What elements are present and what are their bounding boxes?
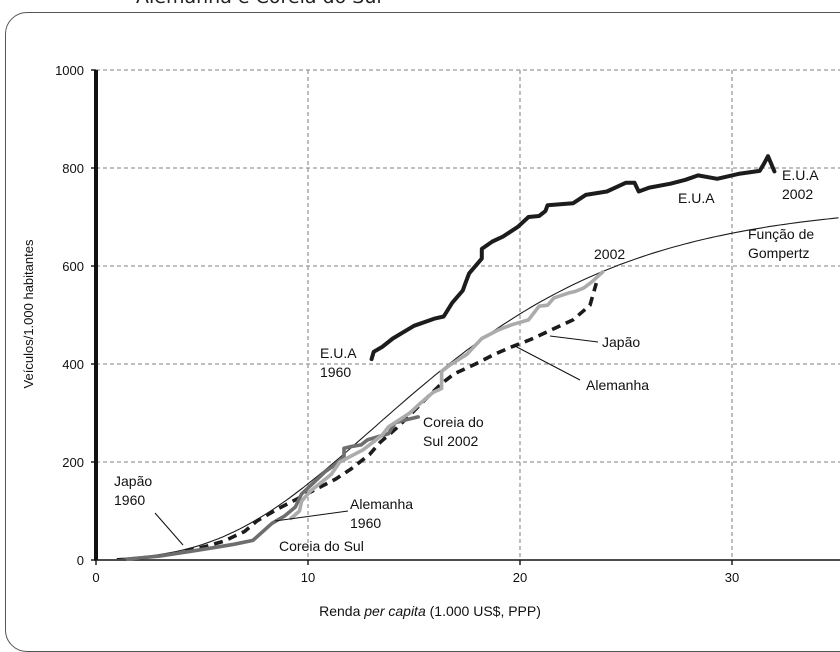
x-tick-label: 10 xyxy=(301,570,315,585)
leader-japao-1960 xyxy=(154,512,184,546)
x-tick-labels: 0 10 20 30 xyxy=(92,560,739,585)
annotation-usa-1960: E.U.A 1960 xyxy=(320,345,357,380)
series-line-jap-o xyxy=(289,270,605,521)
grid-lines xyxy=(96,69,840,560)
annotation-coreia-2002: Coreia do Sul 2002 xyxy=(423,414,484,449)
series-line-e-u-a xyxy=(369,154,777,362)
y-tick-labels: 0 200 400 600 800 1000 xyxy=(55,63,96,568)
x-axis-label: Renda per capita (1.000 US$, PPP) xyxy=(319,603,541,619)
annotation-2002: 2002 xyxy=(594,246,625,262)
leader-alemanha xyxy=(512,344,581,381)
annotation-japao-1960: Japão 1960 xyxy=(114,473,152,508)
axes xyxy=(94,70,840,561)
figure-title: Alemanha e Coreia do Sul xyxy=(0,0,840,8)
y-tick-label: 800 xyxy=(62,161,84,176)
annotation-usa-2002: E.U.A 2002 xyxy=(782,167,819,202)
series-line-fun-o-de-gompertz xyxy=(116,217,839,560)
series-line-alemanha xyxy=(184,282,599,553)
series-line-coreia-do-sul xyxy=(126,415,420,561)
leader-alemanha-1960 xyxy=(274,510,349,522)
annotation-alemanha: Alemanha xyxy=(586,377,649,393)
annotation-coreia-sul: Coreia do Sul xyxy=(279,538,364,554)
leader-japao xyxy=(549,335,599,343)
y-tick-label: 600 xyxy=(62,259,84,274)
y-axis-label: Veículos/1.000 habitantes xyxy=(21,239,36,388)
y-tick-label: 0 xyxy=(77,553,84,568)
y-tick-label: 1000 xyxy=(55,63,84,78)
annotation-leader-lines xyxy=(154,335,599,546)
annotation-usa: E.U.A xyxy=(678,190,715,206)
x-tick-label: 0 xyxy=(92,570,99,585)
x-tick-label: 30 xyxy=(725,570,739,585)
chart-frame xyxy=(5,12,840,652)
annotation-gompertz: Função de Gompertz xyxy=(748,226,814,261)
y-tick-label: 200 xyxy=(62,455,84,470)
x-tick-label: 20 xyxy=(513,570,527,585)
line-chart: 0 200 400 600 800 1000 0 10 20 30 Veículos/1.000… xyxy=(21,63,840,619)
series-lines xyxy=(116,154,839,561)
annotation-japao: Japão xyxy=(602,334,640,350)
y-tick-label: 400 xyxy=(62,357,84,372)
annotation-alemanha-1960: Alemanha 1960 xyxy=(350,496,413,531)
